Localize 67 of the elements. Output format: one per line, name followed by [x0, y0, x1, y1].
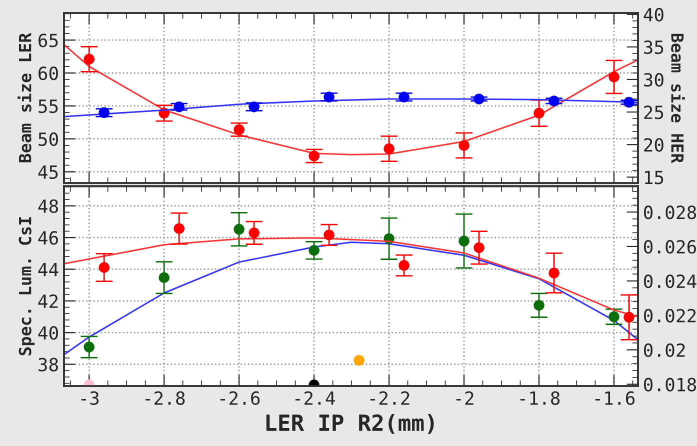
point	[234, 224, 244, 235]
y-tick-label: 50	[38, 132, 58, 146]
point	[98, 262, 110, 273]
y-axis-title: Beam size LER	[18, 32, 32, 162]
y2-tick-label: 0.022	[644, 308, 696, 323]
y-tick-label: 60	[38, 66, 58, 80]
x-tick-label: -2.2	[370, 391, 410, 405]
point	[248, 101, 260, 112]
point	[534, 108, 544, 119]
point	[458, 236, 470, 246]
point	[174, 101, 184, 112]
y-tick-label: 46	[38, 231, 58, 245]
point	[474, 94, 484, 104]
x-tick-label: -3	[81, 391, 99, 405]
point	[308, 150, 320, 162]
point	[624, 96, 634, 108]
y-tick-label: 40	[38, 326, 58, 340]
y2-tick-label: 35	[644, 40, 664, 54]
line-series	[64, 98, 638, 118]
y2-tick-label: 25	[644, 106, 664, 120]
y2-tick-label: 0.028	[644, 206, 696, 220]
y-tick-label: 44	[38, 262, 58, 276]
point	[534, 300, 544, 311]
y2-tick-label: 20	[644, 138, 664, 152]
x-axis-title: LER IP R2(mm)	[266, 414, 434, 434]
point	[324, 230, 334, 240]
y-tick-label: 65	[38, 34, 58, 48]
point	[234, 124, 244, 136]
point	[98, 107, 110, 118]
y2-tick-label: 0.02	[644, 343, 685, 358]
x-tick-label: -1.6	[595, 391, 635, 405]
y2-axis-title: Beam size HER	[671, 34, 685, 164]
y2-tick-label: 0.018	[644, 378, 696, 392]
y-tick-label: 42	[38, 294, 58, 308]
x-tick-label: -2	[456, 391, 474, 405]
point	[384, 143, 394, 154]
point	[608, 72, 620, 82]
y2-tick-label: 0.026	[644, 240, 696, 254]
point	[84, 54, 94, 65]
point	[474, 242, 484, 254]
point	[624, 312, 634, 323]
point	[324, 92, 334, 102]
point	[608, 311, 620, 322]
x-tick-label: -2.4	[295, 391, 335, 405]
y-tick-label: 38	[38, 358, 58, 372]
point	[308, 245, 320, 256]
y2-tick-label: 40	[644, 8, 664, 22]
point	[248, 228, 260, 238]
point	[158, 272, 170, 284]
point	[458, 140, 470, 151]
y2-tick-label: 15	[644, 170, 664, 184]
point	[398, 260, 410, 271]
y-tick-label: 48	[38, 199, 58, 214]
x-tick-label: -1.8	[520, 391, 560, 405]
y2-tick-label: 0.024	[644, 274, 696, 288]
y-axis-title: Spec. Lum. CsI	[18, 217, 35, 356]
y-tick-label: 45	[38, 166, 58, 179]
point	[548, 268, 560, 278]
point	[84, 342, 94, 352]
point	[548, 96, 560, 106]
point	[354, 354, 364, 366]
x-tick-label: -2.6	[220, 391, 260, 405]
point	[398, 92, 410, 102]
point	[174, 223, 184, 234]
x-tick-label: -2.8	[145, 391, 185, 405]
y2-tick-label: 30	[644, 72, 664, 87]
y-tick-label: 55	[38, 100, 58, 114]
